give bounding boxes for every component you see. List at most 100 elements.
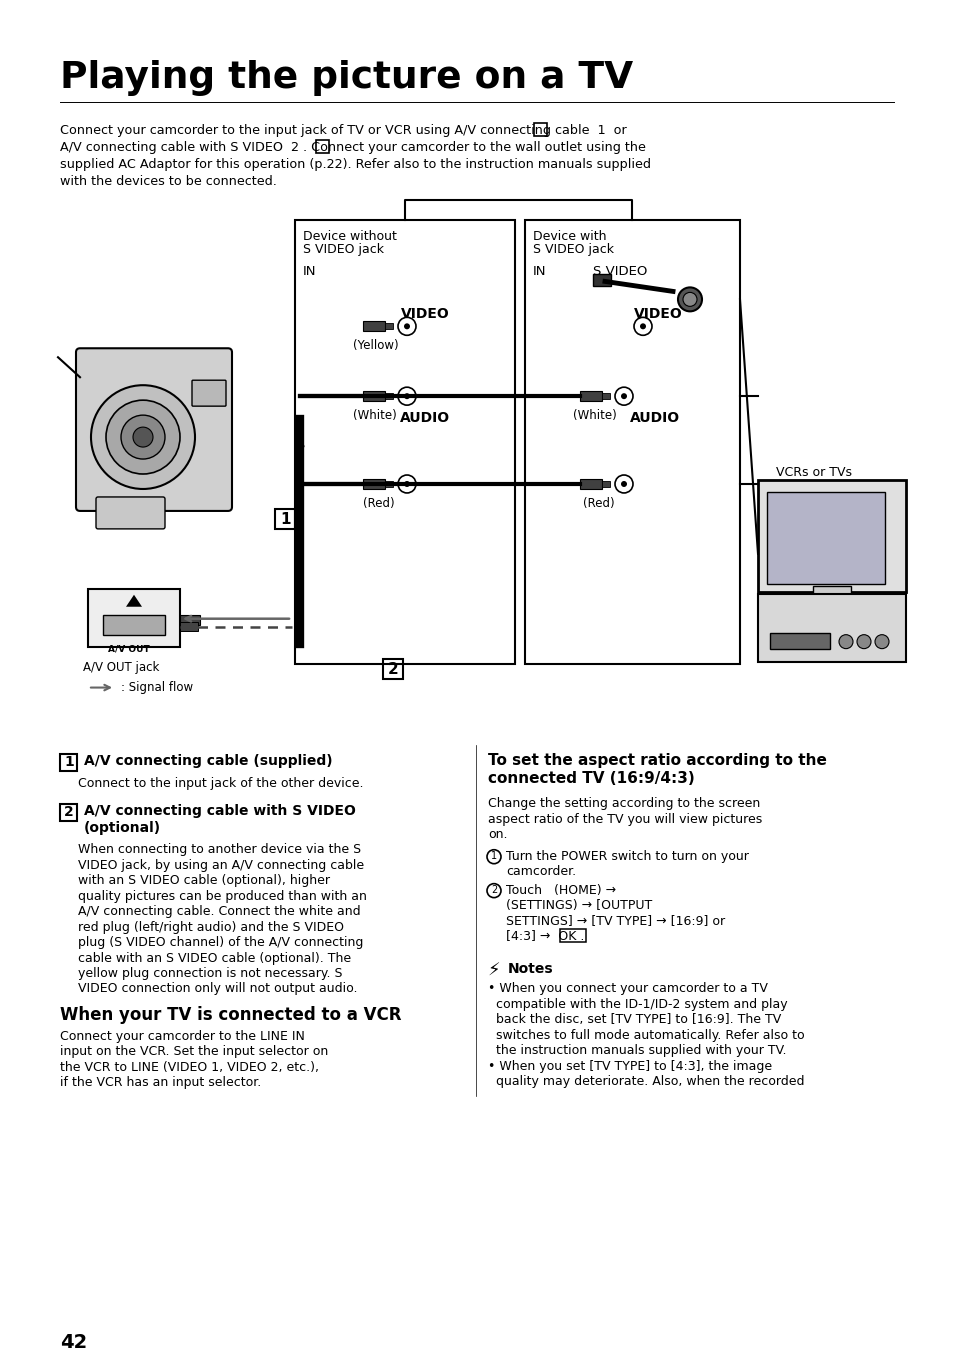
- Text: quality pictures can be produced than with an: quality pictures can be produced than wi…: [78, 890, 367, 902]
- Circle shape: [620, 394, 626, 399]
- Text: A/V connecting cable with S VIDEO: A/V connecting cable with S VIDEO: [84, 805, 355, 818]
- Circle shape: [620, 480, 626, 487]
- Text: (Red): (Red): [582, 497, 614, 510]
- Text: red plug (left/right audio) and the S VIDEO: red plug (left/right audio) and the S VI…: [78, 920, 344, 934]
- Text: supplied AC Adaptor for this operation (p.22). Refer also to the instruction man: supplied AC Adaptor for this operation (…: [60, 157, 650, 171]
- Polygon shape: [126, 594, 142, 607]
- Text: 2: 2: [388, 662, 398, 677]
- Text: • When you connect your camcorder to a TV: • When you connect your camcorder to a T…: [488, 982, 767, 996]
- Bar: [103, 615, 165, 635]
- Bar: [524, 220, 740, 664]
- Text: Device without: Device without: [303, 229, 396, 243]
- Text: yellow plug connection is not necessary. S: yellow plug connection is not necessary.…: [78, 968, 342, 980]
- Bar: [766, 493, 884, 584]
- Text: A/V connecting cable (supplied): A/V connecting cable (supplied): [84, 754, 333, 768]
- Bar: [769, 632, 829, 649]
- Bar: [559, 928, 585, 942]
- Text: (SETTINGS) → [OUTPUT: (SETTINGS) → [OUTPUT: [505, 898, 652, 912]
- Text: SETTINGS] → [TV TYPE] → [16:9] or: SETTINGS] → [TV TYPE] → [16:9] or: [505, 913, 724, 927]
- Text: (White): (White): [573, 410, 616, 422]
- Text: (Red): (Red): [363, 497, 395, 510]
- FancyBboxPatch shape: [96, 497, 165, 529]
- Text: 2: 2: [491, 885, 497, 894]
- Bar: [385, 480, 393, 487]
- Bar: [601, 480, 609, 487]
- Bar: [758, 480, 905, 592]
- Text: • When you set [TV TYPE] to [4:3], the image: • When you set [TV TYPE] to [4:3], the i…: [488, 1060, 771, 1073]
- Text: connected TV (16:9/4:3): connected TV (16:9/4:3): [488, 771, 694, 787]
- Bar: [274, 509, 294, 529]
- Bar: [363, 391, 385, 402]
- Circle shape: [403, 323, 410, 330]
- Text: (White): (White): [353, 410, 396, 422]
- Text: IN: IN: [303, 266, 316, 278]
- Circle shape: [639, 323, 645, 330]
- Text: back the disc, set [TV TYPE] to [16:9]. The TV: back the disc, set [TV TYPE] to [16:9]. …: [488, 1014, 781, 1026]
- Text: To set the aspect ratio according to the: To set the aspect ratio according to the: [488, 753, 826, 768]
- Bar: [601, 394, 609, 399]
- Text: S VIDEO: S VIDEO: [593, 266, 647, 278]
- Bar: [579, 479, 601, 489]
- Bar: [534, 122, 546, 136]
- Text: AUDIO: AUDIO: [629, 411, 679, 425]
- Text: switches to full mode automatically. Refer also to: switches to full mode automatically. Ref…: [488, 1029, 803, 1042]
- Text: Turn the POWER switch to turn on your: Turn the POWER switch to turn on your: [505, 849, 748, 863]
- Bar: [88, 589, 180, 647]
- Text: 1: 1: [491, 851, 497, 860]
- Bar: [363, 322, 385, 331]
- Text: A/V OUT: A/V OUT: [108, 645, 150, 654]
- Bar: [382, 658, 402, 678]
- Circle shape: [91, 385, 194, 489]
- Text: the VCR to LINE (VIDEO 1, VIDEO 2, etc.),: the VCR to LINE (VIDEO 1, VIDEO 2, etc.)…: [60, 1061, 318, 1073]
- Circle shape: [682, 292, 697, 307]
- Text: cable with an S VIDEO cable (optional). The: cable with an S VIDEO cable (optional). …: [78, 951, 351, 965]
- Text: AUDIO: AUDIO: [399, 411, 450, 425]
- Text: 42: 42: [60, 1333, 87, 1352]
- Text: (optional): (optional): [84, 821, 161, 836]
- Circle shape: [678, 288, 701, 311]
- Circle shape: [874, 635, 888, 649]
- Bar: [812, 586, 850, 596]
- Text: A/V connecting cable. Connect the white and: A/V connecting cable. Connect the white …: [78, 905, 360, 919]
- Text: A/V connecting cable with S VIDEO  2 . Connect your camcorder to the wall outlet: A/V connecting cable with S VIDEO 2 . Co…: [60, 141, 645, 153]
- Bar: [385, 323, 393, 330]
- Text: the instruction manuals supplied with your TV.: the instruction manuals supplied with yo…: [488, 1045, 785, 1057]
- Bar: [315, 140, 329, 153]
- Text: When your TV is connected to a VCR: When your TV is connected to a VCR: [60, 1006, 401, 1025]
- Text: 1: 1: [64, 756, 73, 769]
- Bar: [579, 391, 601, 402]
- Text: compatible with the ID-1/ID-2 system and play: compatible with the ID-1/ID-2 system and…: [488, 997, 787, 1011]
- Text: Notes: Notes: [507, 962, 553, 977]
- Text: plug (S VIDEO channel) of the A/V connecting: plug (S VIDEO channel) of the A/V connec…: [78, 936, 363, 949]
- Text: Connect your camcorder to the LINE IN: Connect your camcorder to the LINE IN: [60, 1030, 305, 1042]
- Text: VIDEO: VIDEO: [634, 307, 682, 322]
- Text: Device with: Device with: [533, 229, 606, 243]
- Text: input on the VCR. Set the input selector on: input on the VCR. Set the input selector…: [60, 1045, 328, 1058]
- Bar: [363, 479, 385, 489]
- Text: VCRs or TVs: VCRs or TVs: [775, 465, 851, 479]
- Text: S VIDEO jack: S VIDEO jack: [303, 243, 384, 256]
- Text: Touch   (HOME) →: Touch (HOME) →: [505, 883, 616, 897]
- Bar: [758, 594, 905, 662]
- Text: camcorder.: camcorder.: [505, 864, 576, 878]
- Circle shape: [121, 415, 165, 459]
- Bar: [60, 805, 77, 821]
- FancyBboxPatch shape: [192, 380, 226, 406]
- Bar: [180, 622, 198, 631]
- Text: Connect your camcorder to the input jack of TV or VCR using A/V connecting cable: Connect your camcorder to the input jack…: [60, 123, 626, 137]
- Circle shape: [106, 400, 180, 474]
- Text: [4:3] →  OK .: [4:3] → OK .: [505, 928, 584, 942]
- Text: Connect to the input jack of the other device.: Connect to the input jack of the other d…: [78, 778, 363, 790]
- Text: on.: on.: [488, 828, 507, 841]
- FancyBboxPatch shape: [76, 349, 232, 512]
- Text: (Yellow): (Yellow): [353, 339, 398, 353]
- Text: 1: 1: [280, 512, 291, 527]
- Bar: [385, 394, 393, 399]
- Bar: [294, 220, 515, 664]
- Text: aspect ratio of the TV you will view pictures: aspect ratio of the TV you will view pic…: [488, 813, 761, 826]
- Text: ⚡: ⚡: [488, 962, 500, 980]
- Text: Playing the picture on a TV: Playing the picture on a TV: [60, 60, 633, 96]
- Text: A/V OUT jack: A/V OUT jack: [83, 661, 159, 673]
- Bar: [593, 274, 610, 286]
- Bar: [60, 754, 77, 771]
